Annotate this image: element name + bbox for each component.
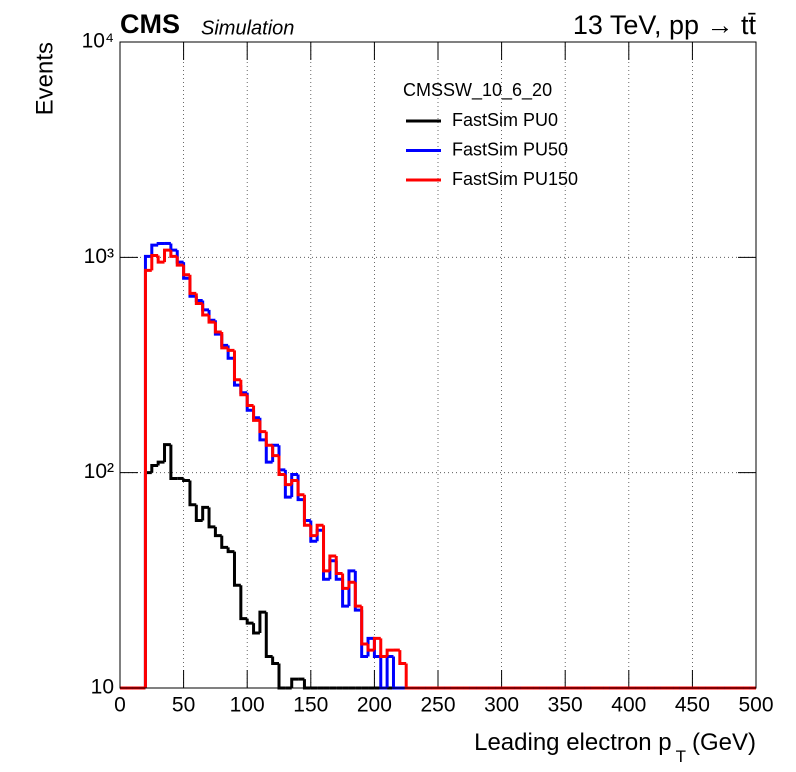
x-tick-label: 150 [293,694,328,717]
histogram-bin [404,663,413,690]
histogram-bin [328,554,337,571]
y-tick-label: 10⁴ [82,30,114,53]
histogram-bin [182,265,190,277]
histogram-bin [169,444,178,480]
histogram-bin [232,350,241,382]
histogram-bin [226,547,235,554]
histogram-bin [315,523,324,536]
histogram-bin [150,463,159,473]
histogram-bin [277,663,286,690]
histogram-bin [220,332,229,350]
x-tick-label: 450 [675,694,710,717]
histogram-bin [156,460,165,466]
histogram-bin [341,573,349,590]
histogram-bin [322,525,330,573]
energy-label: 13 TeV, pp → tt̄ [573,10,757,40]
histogram-bin [175,256,184,267]
histogram-bin [252,623,260,635]
histogram-bin [194,504,203,522]
histogram-bin [334,556,343,576]
histogram-bin [169,243,178,252]
histogram-bin [271,656,279,665]
x-axis-label: Leading electron p T (GeV) [474,729,756,766]
y-tick-label: 10³ [84,245,114,268]
histogram-bin [156,241,165,246]
histogram-bin [302,494,311,527]
histogram-bin [182,478,190,482]
histogram-bin [379,638,388,659]
histogram-bin [163,443,171,463]
legend-label: FastSim PU50 [452,139,568,159]
x-tick-label: 400 [611,694,646,717]
histogram-bin [296,480,305,497]
histogram-bin [239,585,248,621]
histogram-bin [264,431,273,447]
y-tick-label: 10 [91,676,114,699]
plot-frame [119,41,757,689]
histogram-bin [309,525,318,538]
histogram-bin [283,474,292,487]
histogram-bin [353,582,362,608]
histogram-bin [150,243,159,257]
x-label-text: Leading electron p [474,729,671,756]
histogram-bin [372,636,381,651]
histogram-bin [385,648,394,657]
histogram-bin [239,379,248,397]
y-tick-label: 10² [84,460,114,483]
histogram-bin [201,303,210,317]
histogram-bin [290,478,299,485]
histogram-bin [347,580,356,589]
histogram-bin [347,569,356,607]
histogram-bin [143,268,152,688]
x-label-unit: (GeV) [692,729,756,756]
legend-label: FastSim PU0 [452,110,558,130]
x-tick-label: 500 [738,694,773,717]
x-tick-label: 100 [230,694,265,717]
y-axis-label: Events [31,42,58,115]
histogram-bin [252,405,260,422]
histogram-bin [258,610,267,634]
histogram-bin [232,551,241,587]
x-tick-label: 350 [548,694,583,717]
histogram-bin [290,473,299,498]
histogram-bin [245,394,254,408]
histogram-bin [277,455,286,477]
experiment-label: CMS [120,9,180,39]
x-tick-label: 250 [420,694,455,717]
histogram-bin [188,480,197,507]
histogram-bin [366,644,375,652]
histogram-bin [169,250,178,258]
x-tick-label: 0 [114,694,126,717]
histogram-bin [264,612,273,659]
histogram-bin [220,535,229,549]
x-label-subscript: T [676,747,686,766]
legend-title: CMSSW_10_6_20 [403,80,552,101]
histogram-bin [213,322,222,334]
histogram-bin [194,293,203,306]
histogram-bin [207,314,216,324]
histogram-bin [201,505,210,521]
histogram-bin [188,274,197,295]
histogram-bin [207,507,216,529]
x-tick-label: 50 [172,694,195,717]
histogram-bin [360,606,369,646]
histogram-bin [156,255,165,264]
histogram-bin [150,253,159,271]
histogram-bin [213,526,222,538]
histogram-bin [258,420,267,434]
histogram-bin [302,679,311,690]
histogram-bin [245,618,254,625]
histogram-bin [264,439,273,464]
x-tick-label: 200 [357,694,392,717]
subtitle: Simulation [201,17,294,39]
histogram-bin [226,347,235,352]
histogram-bin [271,445,279,458]
histogram-bin [163,248,171,263]
histogram-bin [290,677,299,688]
x-tick-label: 300 [484,694,519,717]
histogram-bin [398,650,407,665]
legend-label: FastSim PU150 [452,169,578,189]
